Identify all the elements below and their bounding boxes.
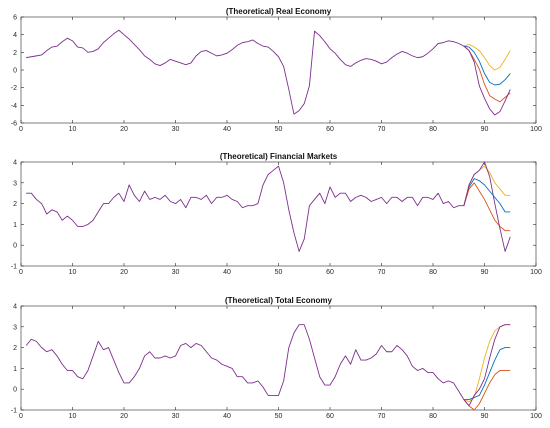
x-tick-label: 10 [69, 413, 77, 420]
x-tick-label: 10 [69, 269, 77, 276]
x-tick-label: 90 [481, 269, 489, 276]
x-tick-label: 50 [275, 413, 283, 420]
forecast-upper-series [463, 43, 511, 71]
y-tick-label: -4 [11, 103, 17, 110]
x-tick-label: 60 [326, 126, 334, 133]
y-tick-label: 3 [13, 324, 17, 331]
y-tick-label: 4 [13, 160, 17, 167]
chart-title: (Theoretical) Real Economy [226, 7, 332, 16]
axes-frame [20, 16, 537, 124]
forecast-mid-series [463, 347, 511, 401]
y-tick-label: -6 [11, 121, 17, 128]
x-tick-label: 100 [530, 269, 542, 276]
y-tick-label: -1 [11, 264, 17, 271]
y-tick-label: 0 [13, 243, 17, 250]
x-tick-label: 40 [223, 269, 231, 276]
y-tick-label: 2 [13, 345, 17, 352]
x-tick-label: 0 [19, 126, 23, 133]
y-tick-label: 2 [13, 50, 17, 57]
x-tick-label: 10 [69, 126, 77, 133]
actual-series [25, 324, 511, 407]
y-tick-label: 6 [13, 15, 17, 22]
y-tick-label: 2 [13, 201, 17, 208]
forecast-upper-series [463, 324, 511, 403]
x-tick-label: 50 [275, 269, 283, 276]
y-tick-label: 1 [13, 222, 17, 229]
x-tick-label: 100 [530, 413, 542, 420]
x-tick-label: 20 [120, 126, 128, 133]
forecast-lower-series [463, 45, 511, 103]
y-tick-label: -2 [11, 85, 17, 92]
forecast-lower-series [463, 370, 511, 411]
x-tick-label: 0 [19, 269, 23, 276]
x-tick-label: 70 [378, 269, 386, 276]
x-tick-label: 40 [223, 413, 231, 420]
x-tick-label: 30 [172, 126, 180, 133]
x-tick-label: 60 [326, 269, 334, 276]
y-tick-label: 4 [13, 32, 17, 39]
y-tick-label: 1 [13, 366, 17, 373]
x-tick-label: 80 [429, 269, 437, 276]
x-tick-label: 80 [429, 126, 437, 133]
x-tick-label: 60 [326, 413, 334, 420]
x-tick-label: 20 [120, 413, 128, 420]
x-tick-label: 50 [275, 126, 283, 133]
chart-title: (Theoretical) Financial Markets [220, 152, 338, 161]
actual-series [26, 161, 511, 252]
forecast-mid-series [463, 178, 511, 213]
y-tick-label: 0 [13, 387, 17, 394]
x-tick-label: 90 [481, 126, 489, 133]
x-tick-label: 40 [223, 126, 231, 133]
actual-series [26, 29, 511, 116]
x-tick-label: 70 [378, 413, 386, 420]
x-tick-label: 30 [172, 269, 180, 276]
x-tick-label: 20 [120, 269, 128, 276]
x-tick-label: 30 [172, 413, 180, 420]
x-tick-label: 90 [481, 413, 489, 420]
y-tick-label: 3 [13, 180, 17, 187]
x-tick-label: 70 [378, 126, 386, 133]
chart-title: (Theoretical) Total Economy [225, 296, 333, 305]
forecast-upper-series [463, 165, 511, 206]
x-tick-label: 100 [530, 126, 542, 133]
y-tick-label: 4 [13, 304, 17, 311]
forecast-mid-series [463, 45, 511, 86]
y-tick-label: -1 [11, 408, 17, 415]
x-tick-label: 0 [19, 413, 23, 420]
forecast-lower-series [463, 182, 511, 232]
y-tick-label: 0 [13, 68, 17, 75]
axes-frame [20, 161, 537, 267]
x-tick-label: 80 [429, 413, 437, 420]
